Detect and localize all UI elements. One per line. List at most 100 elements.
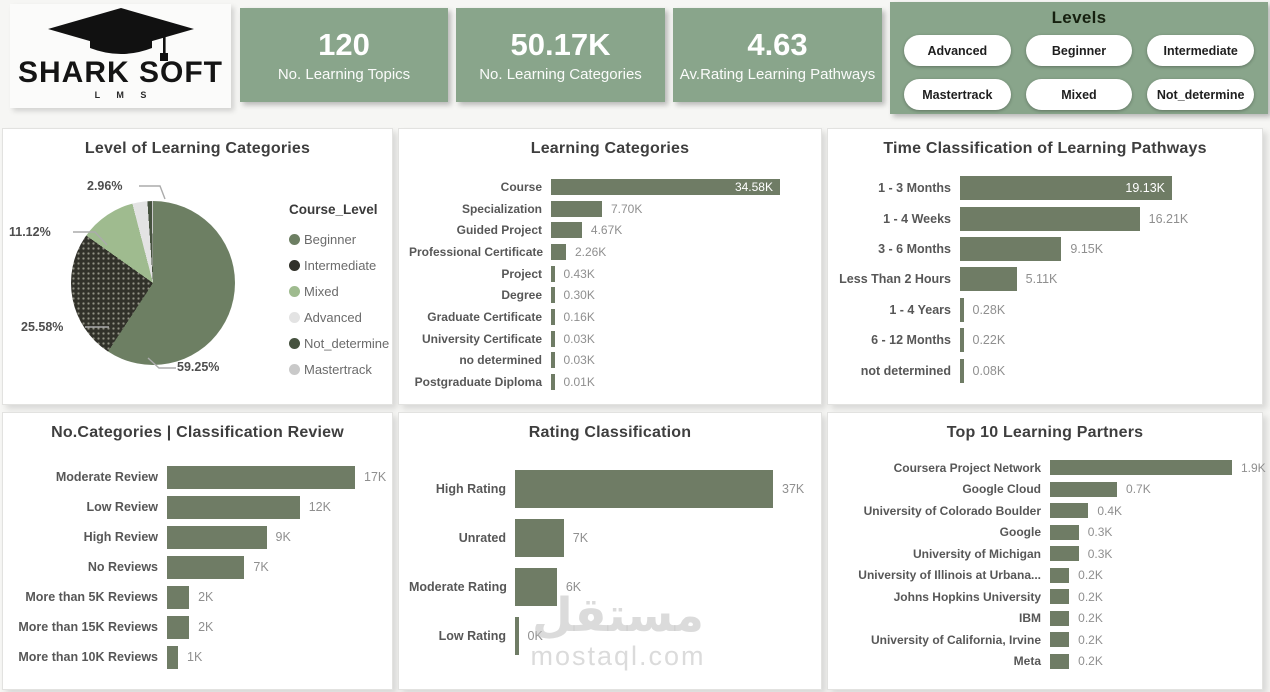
bar[interactable] bbox=[1050, 632, 1070, 648]
bar-row[interactable]: Graduate Certificate 0.16K bbox=[409, 306, 813, 328]
level-filter-intermediate[interactable]: Intermediate bbox=[1147, 35, 1254, 66]
bar-value-label: 0.3K bbox=[1087, 546, 1113, 561]
level-filter-advanced[interactable]: Advanced bbox=[904, 35, 1011, 66]
levels-title: Levels bbox=[1051, 8, 1107, 27]
bar[interactable] bbox=[167, 525, 267, 549]
level-filter-not_determine[interactable]: Not_determine bbox=[1147, 79, 1254, 110]
bar-row[interactable]: 1 - 4 Years 0.28K bbox=[838, 295, 1254, 325]
bar-row[interactable]: Guided Project 4.67K bbox=[409, 219, 813, 241]
bar[interactable] bbox=[515, 567, 557, 606]
bar[interactable] bbox=[167, 495, 300, 519]
bar[interactable] bbox=[1050, 481, 1118, 497]
bar-row[interactable]: University Certificate 0.03K bbox=[409, 328, 813, 350]
bar-row[interactable]: Low Rating 0K bbox=[409, 611, 813, 660]
bar[interactable] bbox=[960, 267, 1017, 292]
bar[interactable] bbox=[1050, 546, 1079, 562]
bar-row[interactable]: Less Than 2 Hours 5.11K bbox=[838, 264, 1254, 294]
bar-row[interactable]: no determined 0.03K bbox=[409, 350, 813, 372]
bar-row[interactable]: High Review 9K bbox=[13, 522, 384, 552]
bar-category-label: 1 - 4 Years bbox=[889, 302, 951, 317]
bar[interactable]: 19.13K bbox=[960, 176, 1172, 201]
bar[interactable] bbox=[1050, 524, 1079, 540]
legend-item-mastertrack[interactable]: Mastertrack bbox=[289, 356, 389, 382]
bar-row[interactable]: Moderate Review 17K bbox=[13, 462, 386, 492]
legend-item-advanced[interactable]: Advanced bbox=[289, 304, 389, 330]
bar[interactable] bbox=[167, 465, 355, 489]
bar-row[interactable]: University of Colorado Boulder 0.4K bbox=[838, 500, 1254, 522]
bar[interactable] bbox=[1050, 503, 1089, 519]
bar-row[interactable]: Moderate Rating 6K bbox=[409, 562, 813, 611]
bar[interactable]: 34.58K bbox=[551, 178, 780, 195]
pie-chart-course-level[interactable] bbox=[71, 201, 235, 365]
bar-row[interactable]: Project 0.43K bbox=[409, 263, 813, 285]
bar-track: 7K bbox=[515, 513, 813, 562]
level-filter-beginner[interactable]: Beginner bbox=[1025, 35, 1133, 66]
bar-row[interactable]: Johns Hopkins University 0.2K bbox=[838, 586, 1254, 608]
legend-item-not_determine[interactable]: Not_determine bbox=[289, 330, 389, 356]
bar[interactable] bbox=[1050, 653, 1070, 669]
bar-row[interactable]: Course 34.58K bbox=[409, 176, 813, 198]
bar-row[interactable]: Professional Certificate 2.26K bbox=[409, 241, 813, 263]
bar[interactable] bbox=[1050, 589, 1070, 605]
legend-item-mixed[interactable]: Mixed bbox=[289, 278, 389, 304]
legend-label: Mixed bbox=[304, 283, 339, 299]
bar[interactable] bbox=[515, 518, 564, 557]
bar-row[interactable]: 1 - 4 Weeks 16.21K bbox=[838, 203, 1254, 233]
bar[interactable] bbox=[551, 352, 555, 369]
bar[interactable] bbox=[551, 287, 555, 304]
bar-row[interactable]: Meta 0.2K bbox=[838, 651, 1254, 673]
bar-row[interactable]: More than 15K Reviews 2K bbox=[13, 612, 384, 642]
bar-row[interactable]: University of California, Irvine 0.2K bbox=[838, 629, 1254, 651]
bar[interactable] bbox=[167, 585, 190, 609]
bar[interactable] bbox=[551, 265, 555, 282]
bar-row[interactable]: University of Michigan 0.3K bbox=[838, 543, 1254, 565]
bar-row[interactable]: More than 5K Reviews 2K bbox=[13, 582, 384, 612]
level-filter-mixed[interactable]: Mixed bbox=[1025, 79, 1133, 110]
bar[interactable] bbox=[167, 615, 190, 639]
bar-row[interactable]: University of Illinois at Urbana... 0.2K bbox=[838, 565, 1254, 587]
legend-item-beginner[interactable]: Beginner bbox=[289, 226, 389, 252]
bar-row[interactable]: 1 - 3 Months 19.13K bbox=[838, 173, 1254, 203]
bar-row[interactable]: 6 - 12 Months 0.22K bbox=[838, 325, 1254, 355]
bar-row[interactable]: No Reviews 7K bbox=[13, 552, 384, 582]
bar[interactable] bbox=[551, 374, 555, 391]
bar[interactable] bbox=[515, 469, 773, 508]
bar-row[interactable]: More than 10K Reviews 1K bbox=[13, 642, 384, 672]
level-filter-mastertrack[interactable]: Mastertrack bbox=[904, 79, 1011, 110]
bar-row[interactable]: Google Cloud 0.7K bbox=[838, 479, 1254, 501]
bar-row[interactable]: Degree 0.30K bbox=[409, 284, 813, 306]
bar[interactable] bbox=[1050, 460, 1232, 476]
bar-row[interactable]: Unrated 7K bbox=[409, 513, 813, 562]
bar-row[interactable]: 3 - 6 Months 9.15K bbox=[838, 234, 1254, 264]
bar-category-label: University of Illinois at Urbana... bbox=[858, 568, 1041, 583]
bar-row[interactable]: Low Review 12K bbox=[13, 492, 384, 522]
bar-row[interactable]: IBM 0.2K bbox=[838, 608, 1254, 630]
bar[interactable] bbox=[515, 616, 519, 655]
bar[interactable] bbox=[1050, 610, 1070, 626]
bar-track: 6K bbox=[515, 562, 813, 611]
bar-row[interactable]: Google 0.3K bbox=[838, 522, 1254, 544]
bar-row[interactable]: Postgraduate Diploma 0.01K bbox=[409, 371, 813, 393]
bar[interactable] bbox=[551, 222, 582, 239]
bar[interactable] bbox=[167, 555, 245, 579]
bar[interactable] bbox=[551, 330, 555, 347]
bar-value-label: 0.30K bbox=[563, 288, 595, 303]
bar-row[interactable]: Specialization 7.70K bbox=[409, 198, 813, 220]
bar[interactable] bbox=[960, 236, 1062, 261]
bar-category-label: Professional Certificate bbox=[409, 244, 544, 259]
legend-item-intermediate[interactable]: Intermediate bbox=[289, 252, 389, 278]
bar-row[interactable]: Coursera Project Network 1.9K bbox=[838, 457, 1266, 479]
bar[interactable] bbox=[960, 328, 964, 353]
bar[interactable] bbox=[551, 243, 566, 260]
bar[interactable] bbox=[1050, 567, 1070, 583]
bar-track: 4.67K bbox=[551, 219, 813, 241]
bar[interactable] bbox=[551, 200, 602, 217]
bar[interactable] bbox=[960, 206, 1140, 231]
bar[interactable] bbox=[167, 645, 179, 669]
bar[interactable] bbox=[960, 358, 964, 383]
bar-row[interactable]: High Rating 37K bbox=[409, 464, 813, 513]
panel-rating-classification: Rating Classification High Rating 37K Unra… bbox=[398, 412, 822, 690]
bar-row[interactable]: not determined 0.08K bbox=[838, 355, 1254, 385]
bar[interactable] bbox=[960, 297, 964, 322]
bar[interactable] bbox=[551, 308, 555, 325]
